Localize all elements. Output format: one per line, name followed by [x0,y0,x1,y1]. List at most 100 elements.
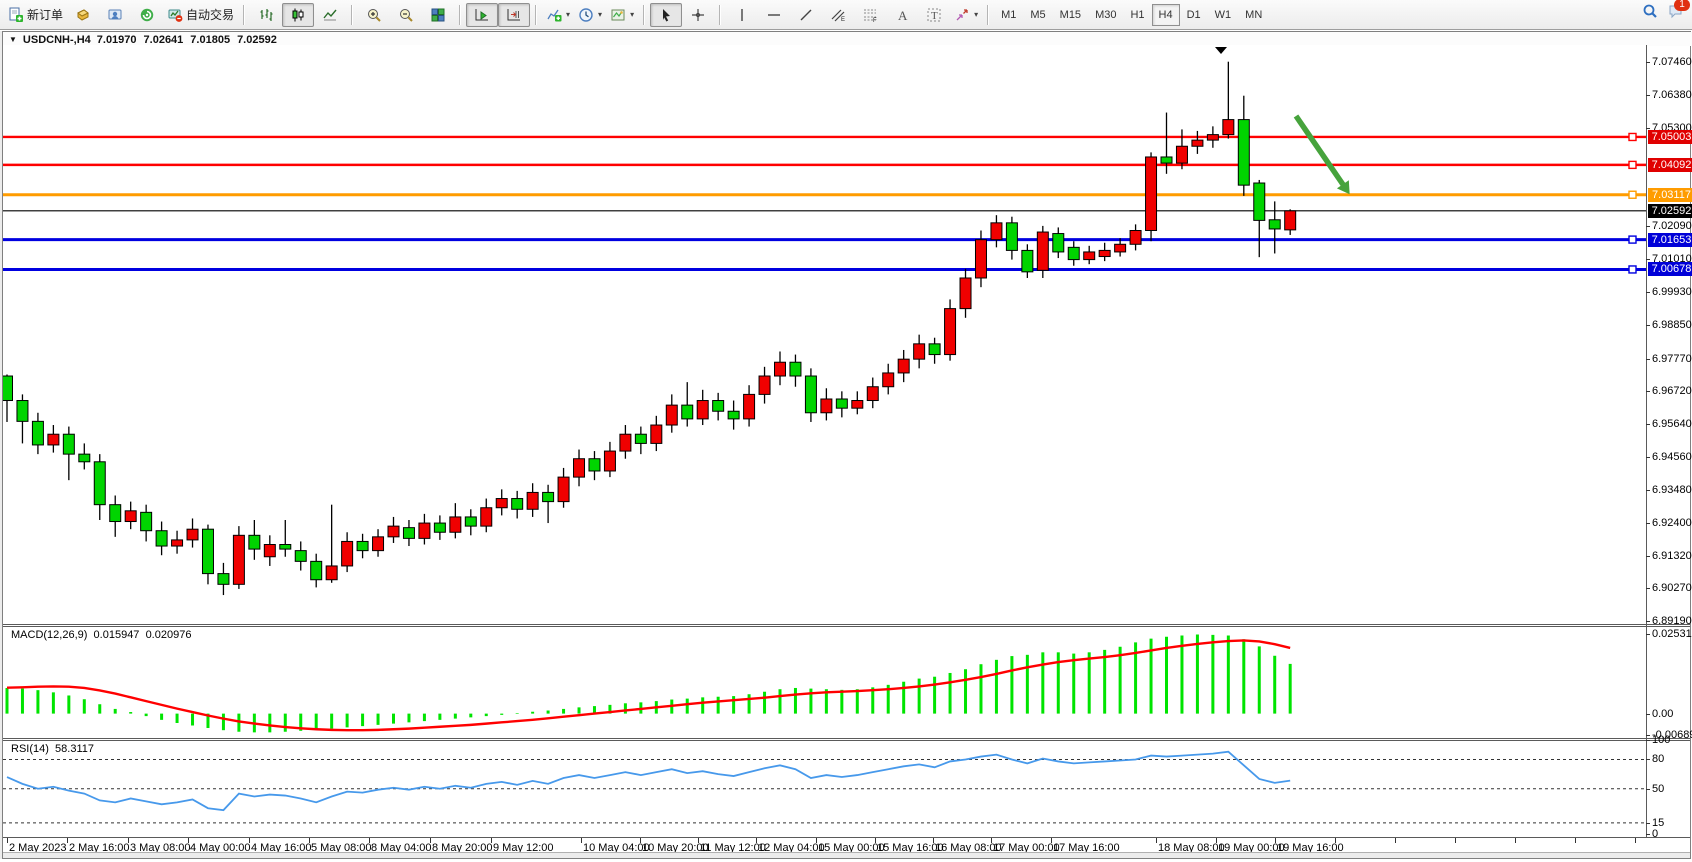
chart-shift-marker-icon[interactable] [1215,47,1227,54]
timeframe-m5-button[interactable]: M5 [1030,8,1046,21]
trendline-button[interactable] [790,3,822,27]
crosshair-button[interactable] [682,3,714,27]
candle-bullish [897,358,910,374]
channel-button[interactable]: E [822,3,854,27]
price-chart-pane [3,45,1646,624]
indicators-button[interactable]: ▾ [542,3,574,27]
vertical-line-button[interactable] [726,3,758,27]
candle-bearish [727,410,740,420]
dropdown-caret-icon[interactable]: ▾ [566,10,571,19]
candle-bearish [712,400,725,412]
axis-tick-mark [1646,634,1650,636]
market-depth-button[interactable] [67,3,99,27]
line-handle[interactable] [1628,132,1637,142]
trendline-icon [798,7,814,23]
axis-tick-mark [1646,423,1650,425]
bar-chart-mode-button[interactable] [250,3,282,27]
time-axis-tick-mark [188,838,189,843]
symbol-dropdown-icon[interactable]: ▼ [9,35,17,44]
candle-bearish [511,498,524,510]
line-handle[interactable] [1628,235,1637,244]
zoom-in-icon [366,7,382,23]
price-axis-tick: 6.98850 [1652,319,1692,332]
text-button[interactable]: A [886,3,918,27]
price-axis-tick: 6.94560 [1652,450,1692,463]
candle-bullish [47,433,60,446]
macd-value-signal: 0.020976 [145,629,192,641]
candle-bearish [835,398,848,409]
line-handle[interactable] [1628,160,1637,170]
candle-bullish [959,277,972,310]
zoom-in-button[interactable] [358,3,390,27]
dropdown-caret-icon[interactable]: ▾ [630,10,635,19]
candle-bearish [31,420,44,446]
time-axis-label: 19 May 00:00 [1218,842,1285,854]
notifications-button[interactable]: 1 [1668,0,1690,22]
rsi-value: 58.3117 [55,743,94,755]
svg-text:F: F [873,18,877,23]
timeframe-h1-button[interactable]: H1 [1130,8,1145,21]
auto-trading-button[interactable]: 自动交易 [163,3,238,27]
fibonacci-icon: F [862,7,878,23]
macd-axis-tick: -0.006894 [1652,729,1692,742]
fibonacci-button[interactable]: F [854,3,886,27]
pane-divider[interactable] [3,738,1690,741]
quote-close: 7.02592 [237,33,277,46]
vline-icon [734,7,750,23]
timeframe-w1-button[interactable]: W1 [1214,8,1232,21]
axis-tick-mark [1646,735,1650,737]
timeframe-d1-button[interactable]: D1 [1186,8,1201,21]
time-axis-label: 10 May 04:00 [583,842,650,854]
timeframe-h4-button[interactable]: H4 [1151,3,1180,26]
dropdown-caret-icon[interactable]: ▾ [974,10,979,19]
line-handle[interactable] [1628,190,1637,199]
time-axis-tick-mark [1156,838,1157,843]
community-button[interactable] [131,3,163,27]
cursor-icon [658,7,674,23]
time-axis-label: 11 May 12:00 [700,842,766,854]
candle-bullish [557,476,570,503]
search-button[interactable] [1642,3,1658,22]
axis-tick-mark [1646,489,1650,491]
arrows-button[interactable]: ▾ [950,3,982,27]
hline-icon [766,7,782,23]
svg-text:T: T [931,10,938,22]
auto-scroll-button[interactable] [466,2,499,27]
templates-button[interactable]: ▾ [606,3,638,27]
time-axis-tick-mark [1635,838,1636,843]
line-handle[interactable] [1628,265,1637,274]
pane-divider[interactable] [3,624,1690,627]
time-axis-label: 12 May 04:00 [758,842,825,854]
timeframe-mn-button[interactable]: MN [1245,8,1263,21]
horizontal-line-button[interactable] [758,3,790,27]
price-axis-tick: 6.92400 [1652,517,1692,530]
candle-bearish [217,573,230,585]
candle-bearish [542,491,555,503]
candlestick-mode-button[interactable] [282,2,315,27]
new-order-button[interactable]: 新订单 [4,3,67,27]
time-axis-tick-mark [67,838,68,843]
time-axis-tick-mark [1455,838,1456,843]
chart-shift-button[interactable] [498,2,531,27]
chart-title-bar[interactable]: ▼ USDCNH-,H4 7.01970 7.02641 7.01805 7.0… [3,32,1692,46]
candle-bullish [495,498,508,509]
candle-bullish [1083,251,1096,261]
price-axis-tick: 6.96720 [1652,384,1692,397]
dropdown-caret-icon[interactable]: ▾ [598,10,603,19]
candle-bearish [789,361,802,377]
candle-bullish [573,458,586,478]
text-label-button[interactable]: T [918,3,950,27]
time-axis-tick-mark [581,838,582,843]
timeframe-m1-button[interactable]: M1 [1001,8,1017,21]
trend-arrow-object[interactable] [1293,114,1347,188]
timeframe-m30-button[interactable]: M30 [1095,8,1117,21]
price-axis-tick: 6.91320 [1652,550,1692,563]
zoom-out-button[interactable] [390,3,422,27]
periods-button[interactable]: ▾ [574,3,606,27]
terminal-button[interactable] [99,3,131,27]
timeframe-m15-button[interactable]: M15 [1059,8,1082,21]
axis-tick-mark [1646,456,1650,458]
line-chart-mode-button[interactable] [314,3,346,27]
cursor-button[interactable] [650,2,683,27]
tile-windows-button[interactable] [422,3,454,27]
